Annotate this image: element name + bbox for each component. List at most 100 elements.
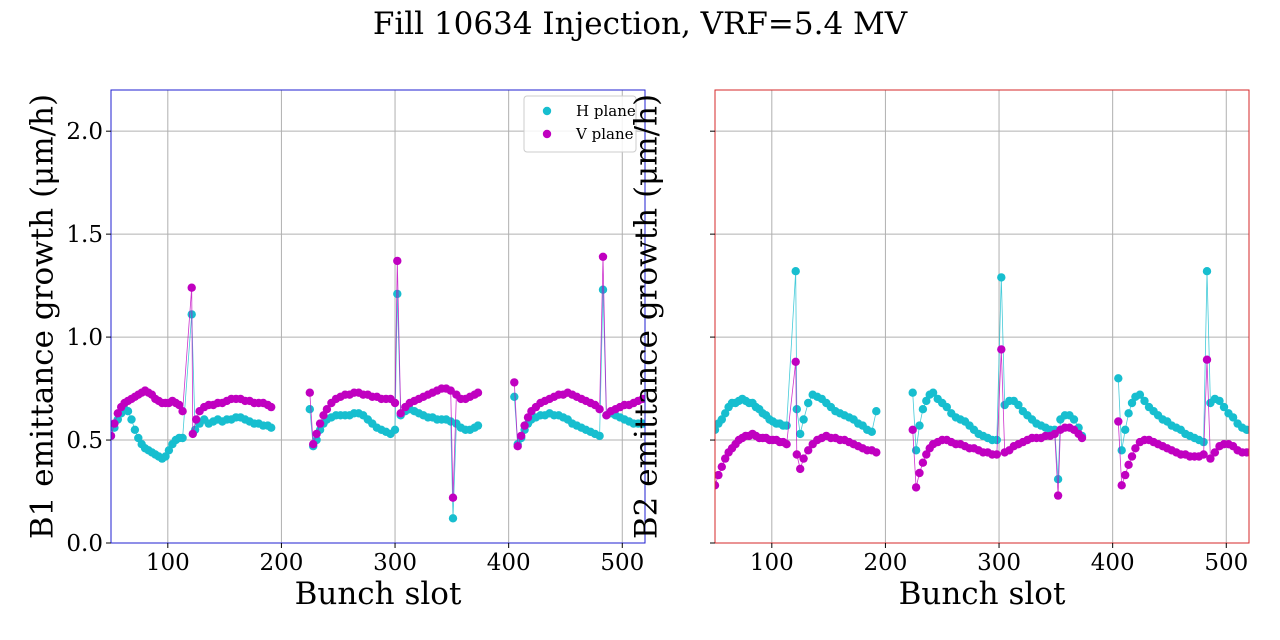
y-tick-label: 1.0 [66,325,103,351]
h-plane-point [161,452,170,461]
x-tick-label: 500 [1204,550,1248,576]
x-tick-label: 500 [600,550,644,576]
v-plane-point [1077,433,1087,443]
legend-box [523,95,637,153]
h-plane-point [1219,402,1229,412]
x-tick-label: 400 [487,550,531,576]
v-plane-point [796,464,805,474]
v-plane-point [513,442,522,451]
h-plane-point [595,431,604,441]
y-tick-label: 0.5 [66,428,103,454]
v-plane-point [187,283,196,292]
x-tick-label: 100 [750,550,794,576]
v-plane-point [267,402,276,412]
v-plane-point [448,493,458,502]
v-plane-point [312,429,321,439]
v-plane-point [1210,448,1220,457]
h-plane-point [390,425,400,434]
y-tick-label: 2.0 [66,119,103,145]
v-plane-line [111,256,643,498]
x-tick-label: 300 [373,550,417,576]
v-plane-point [113,409,123,418]
h-plane-point [867,427,876,436]
y-axis-label: B2 emittance growth (μm/h) [629,94,665,539]
figure-title: Fill 10634 Injection, VRF=5.4 MV [372,6,908,42]
v-plane-point [922,450,931,459]
v-plane-point [598,252,608,261]
x-tick-label: 200 [259,550,303,576]
v-plane-point [396,409,405,418]
h-plane-point [510,392,519,401]
y-tick-label: 0.0 [66,531,103,557]
x-axis-label: Bunch slot [899,576,1066,612]
v-plane-point [992,450,1001,459]
v-plane-point [715,481,720,490]
x-tick-label: 200 [863,550,907,576]
v-plane-point [872,448,881,457]
v-plane-point [390,398,400,408]
v-plane-point [1199,450,1208,459]
v-plane-point [804,446,813,455]
v-plane-point [1053,491,1063,500]
h-plane-point [267,423,276,432]
v-plane-point [178,407,187,416]
h-plane-point [1228,413,1238,422]
h-plane-point [872,407,881,416]
h-plane-point [717,415,726,424]
legend-entry: H plane [576,102,636,120]
legend-entry: V plane [575,125,634,143]
h-plane-point [123,407,133,416]
h-plane-point [448,514,458,523]
v-plane-point [111,431,116,441]
v-plane-point [1206,454,1215,463]
h-plane-point [791,267,800,276]
legend-marker [542,106,552,116]
h-plane-point [1199,437,1208,447]
v-plane-point [192,415,201,424]
h-plane-point [1121,425,1130,434]
v-plane-point [319,411,328,420]
h-plane-point [393,289,402,299]
v-plane-point [305,388,314,397]
v-plane-point [510,378,519,387]
h-plane-point [127,415,136,424]
x-tick-label: 300 [977,550,1021,576]
h-plane-point [721,409,730,418]
v-plane-point [393,256,402,266]
h-plane-point [134,433,143,443]
v-plane-point [715,470,723,480]
h-plane-point [178,433,187,443]
panel-b2: 100 200 300 400 500 Bunch slot B2 emittance gr… [629,89,1250,612]
v-plane-point [1117,481,1126,490]
h-plane-point [992,435,1001,445]
v-plane-point [782,440,791,449]
h-plane-point [804,398,813,408]
plot-area [715,267,1249,500]
v-plane-point [911,483,921,492]
v-plane-point [799,454,808,463]
panel-b1: 100 200 300 400 500 0.0 0.5 1.0 1.5 2.0 Bunch slot… [25,89,646,612]
h-plane-point [799,415,808,424]
h-plane-line [111,289,643,519]
h-plane-point [782,421,791,430]
h-plane-point [473,421,483,430]
axes-frame [110,89,646,544]
h-plane-point [928,388,938,397]
h-plane-point [598,285,608,294]
legend: H plane V plane [523,95,637,153]
v-plane-point [595,405,604,414]
v-plane-point [915,468,924,478]
h-plane-point [305,405,314,414]
x-tick-label: 100 [146,550,190,576]
v-plane-point [1127,452,1137,461]
v-plane-point [315,419,325,428]
v-plane-point [175,400,184,410]
x-tick-label: 400 [1091,550,1135,576]
v-plane-point [918,458,928,467]
axes-frame [714,89,1250,544]
v-plane-point [1131,444,1140,453]
h-plane-point [918,405,928,414]
v-plane-point [188,429,197,439]
legend-marker [542,129,552,139]
y-tick-label: 1.5 [66,222,103,248]
